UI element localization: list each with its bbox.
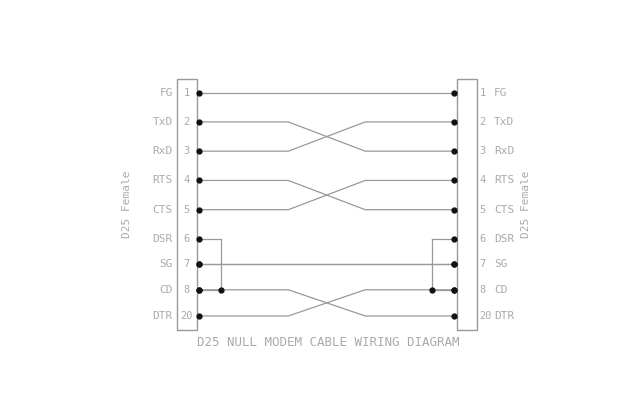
Text: DTR: DTR (494, 311, 515, 321)
Text: 5: 5 (479, 205, 486, 215)
Text: FG: FG (494, 88, 508, 98)
Text: 1: 1 (184, 88, 190, 98)
Text: 6: 6 (184, 234, 190, 244)
Text: 20: 20 (479, 311, 492, 321)
Text: 3: 3 (479, 146, 486, 156)
Text: 8: 8 (479, 285, 486, 295)
Text: 6: 6 (479, 234, 486, 244)
Text: 20: 20 (180, 311, 193, 321)
Text: 7: 7 (479, 259, 486, 269)
Text: TxD: TxD (494, 117, 515, 127)
Text: SG: SG (494, 259, 508, 269)
Text: 1: 1 (479, 88, 486, 98)
Text: 2: 2 (479, 117, 486, 127)
Text: 5: 5 (184, 205, 190, 215)
Text: RxD: RxD (494, 146, 515, 156)
Text: 2: 2 (184, 117, 190, 127)
Text: FG: FG (159, 88, 173, 98)
Text: CTS: CTS (152, 205, 173, 215)
Text: RTS: RTS (494, 176, 515, 186)
Text: CD: CD (494, 285, 508, 295)
Text: CD: CD (159, 285, 173, 295)
Bar (177, 79, 196, 330)
Bar (457, 79, 477, 330)
Text: 3: 3 (184, 146, 190, 156)
Text: DSR: DSR (494, 234, 515, 244)
Text: RxD: RxD (152, 146, 173, 156)
Text: 4: 4 (184, 176, 190, 186)
Text: CTS: CTS (494, 205, 515, 215)
Text: RTS: RTS (152, 176, 173, 186)
Text: D25 Female: D25 Female (122, 170, 132, 238)
Text: D25 NULL MODEM CABLE WIRING DIAGRAM: D25 NULL MODEM CABLE WIRING DIAGRAM (196, 336, 460, 349)
Text: TxD: TxD (152, 117, 173, 127)
Text: 8: 8 (184, 285, 190, 295)
Text: DSR: DSR (152, 234, 173, 244)
Text: DTR: DTR (152, 311, 173, 321)
Text: 4: 4 (479, 176, 486, 186)
Text: 7: 7 (184, 259, 190, 269)
Text: SG: SG (159, 259, 173, 269)
Text: D25 Female: D25 Female (522, 170, 531, 238)
